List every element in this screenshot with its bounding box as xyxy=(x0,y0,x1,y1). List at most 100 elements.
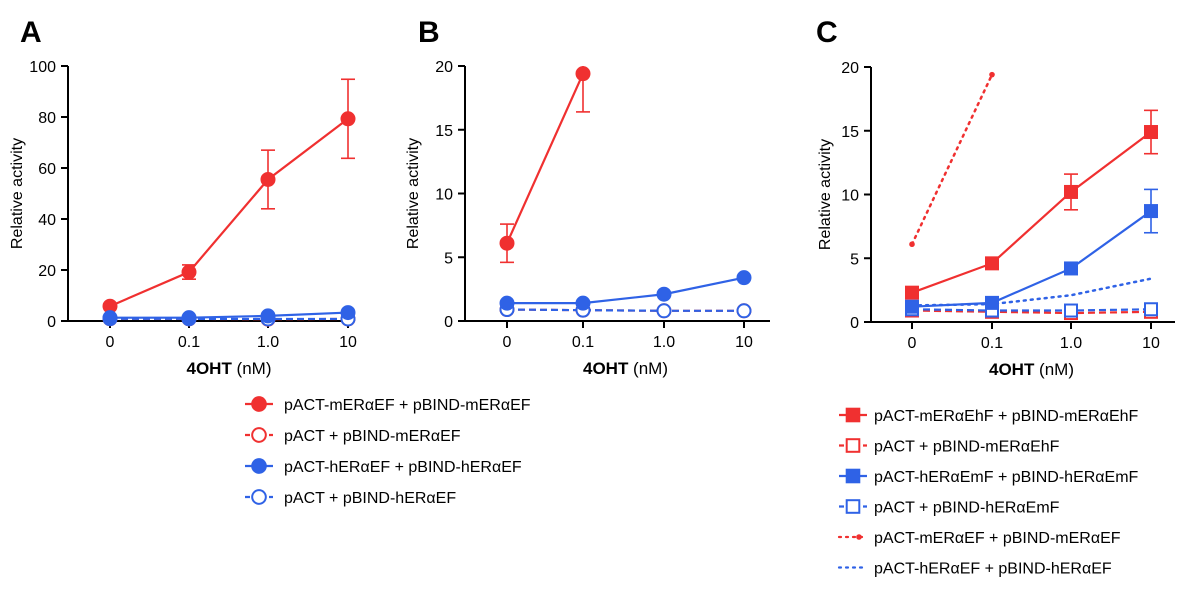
y-tick-label: 5 xyxy=(444,250,453,267)
series-0 xyxy=(102,78,356,314)
data-point xyxy=(989,71,995,78)
data-point xyxy=(181,264,197,280)
legend-label: pACT-mERαEF + pBIND-mERαEF xyxy=(874,530,1121,547)
legend-item: pACT-hERαEF + pBIND-hERαEF xyxy=(245,458,522,476)
series-line xyxy=(911,308,1152,312)
y-axis-label: Relative activity xyxy=(9,138,26,249)
panel-letter: C xyxy=(816,16,838,49)
y-tick-label: 15 xyxy=(435,123,453,140)
data-point xyxy=(736,270,752,286)
series-line xyxy=(109,117,349,308)
legend-label: pACT + pBIND-mERαEhF xyxy=(874,439,1060,456)
data-point xyxy=(575,66,591,82)
series-5 xyxy=(910,277,1153,307)
y-tick-label: 100 xyxy=(29,59,56,76)
legend-label: pACT-mERαEF + pBIND-mERαEF xyxy=(284,397,531,414)
legend-item: pACT-mERαEF + pBIND-mERαEF xyxy=(837,530,1121,547)
data-point xyxy=(181,310,197,326)
data-point xyxy=(102,310,118,326)
legend-label: pACT + pBIND-hERαEmF xyxy=(874,500,1060,517)
x-axis-label-unit: (nM) xyxy=(232,359,272,378)
legend-label: pACT + pBIND-mERαEF xyxy=(284,428,461,445)
y-tick-label: 20 xyxy=(435,59,453,76)
data-point xyxy=(905,285,919,300)
y-tick-label: 10 xyxy=(435,187,453,204)
x-tick-label: 0 xyxy=(503,334,512,351)
legend-item: pACT-hERαEF + pBIND-hERαEF xyxy=(837,561,1112,578)
y-axis-label: Relative activity xyxy=(817,139,834,250)
x-axis-label-unit: (nM) xyxy=(1034,360,1074,379)
legend-label: pACT-hERαEmF + pBIND-hERαEmF xyxy=(874,469,1139,486)
y-axis-label: Relative activity xyxy=(405,138,422,249)
legend-marker xyxy=(251,458,267,474)
data-point xyxy=(260,171,276,187)
legend-item: pACT-mERαEhF + pBIND-mERαEhF xyxy=(839,407,1139,425)
series-line xyxy=(910,73,994,246)
x-tick-label: 10 xyxy=(735,334,753,351)
y-tick-label: 80 xyxy=(38,110,56,127)
panel-letter: B xyxy=(418,16,440,49)
x-axis-label-bold: 4OHT xyxy=(583,359,629,378)
x-tick-label: 0.1 xyxy=(981,335,1003,352)
legend-marker xyxy=(856,534,862,540)
x-tick-label: 1.0 xyxy=(653,334,675,351)
legend-marker xyxy=(251,427,267,443)
panel-letter: A xyxy=(20,16,42,49)
series-line xyxy=(911,309,1152,315)
x-axis-label-unit: (nM) xyxy=(628,359,668,378)
x-axis-label-bold: 4OHT xyxy=(989,360,1035,379)
legend-label: pACT-mERαEhF + pBIND-mERαEhF xyxy=(874,408,1139,425)
series-line xyxy=(911,210,1152,308)
y-tick-label: 0 xyxy=(47,314,56,331)
x-tick-label: 1.0 xyxy=(257,334,279,351)
series-line xyxy=(911,131,1152,294)
data-point xyxy=(1064,303,1078,318)
x-tick-label: 10 xyxy=(339,334,357,351)
series-3 xyxy=(499,302,752,319)
x-tick-label: 0.1 xyxy=(572,334,594,351)
series-line xyxy=(910,277,1153,307)
y-tick-label: 15 xyxy=(841,124,859,141)
y-tick-label: 10 xyxy=(841,188,859,205)
data-point xyxy=(575,295,591,311)
legend-marker xyxy=(845,407,861,423)
x-tick-label: 0 xyxy=(106,334,115,351)
x-tick-label: 0 xyxy=(908,335,917,352)
data-point xyxy=(499,235,515,251)
legend-item: pACT + pBIND-mERαEF xyxy=(245,427,461,445)
data-point xyxy=(340,111,356,127)
series-4 xyxy=(909,71,995,248)
y-tick-label: 0 xyxy=(850,315,859,332)
panel-c: C 0 5 10 15 20 0 0.1 1.0 10 Relative activity 4OHT … xyxy=(816,16,1175,379)
x-tick-label: 1.0 xyxy=(1060,335,1082,352)
series-2 xyxy=(905,188,1158,314)
data-point xyxy=(499,295,515,311)
y-tick-label: 0 xyxy=(444,314,453,331)
x-tick-label: 10 xyxy=(1142,335,1160,352)
data-point xyxy=(985,295,999,310)
data-point xyxy=(656,286,672,302)
data-point xyxy=(909,241,915,248)
data-point xyxy=(985,256,999,271)
legend-marker xyxy=(845,499,861,514)
series-0 xyxy=(499,66,591,264)
data-point xyxy=(1144,302,1158,317)
series-0 xyxy=(905,109,1158,300)
data-point xyxy=(260,308,276,324)
series-1 xyxy=(499,302,752,319)
x-axis-label-bold: 4OHT xyxy=(186,359,232,378)
series-2 xyxy=(102,305,356,326)
legend-marker xyxy=(251,489,267,505)
legend-item: pACT + pBIND-hERαEF xyxy=(245,489,456,507)
legend-marker xyxy=(845,438,861,453)
series-line xyxy=(507,276,745,305)
series-line xyxy=(505,73,585,244)
legend-item: pACT + pBIND-mERαEhF xyxy=(839,438,1060,456)
legend-label: pACT-hERαEF + pBIND-hERαEF xyxy=(874,561,1112,578)
legend-marker xyxy=(845,468,861,484)
series-line xyxy=(110,311,349,319)
legend-item: pACT-mERαEF + pBIND-mERαEF xyxy=(245,396,531,414)
data-point xyxy=(656,303,672,319)
legend-item: pACT-hERαEmF + pBIND-hERαEmF xyxy=(839,468,1139,486)
